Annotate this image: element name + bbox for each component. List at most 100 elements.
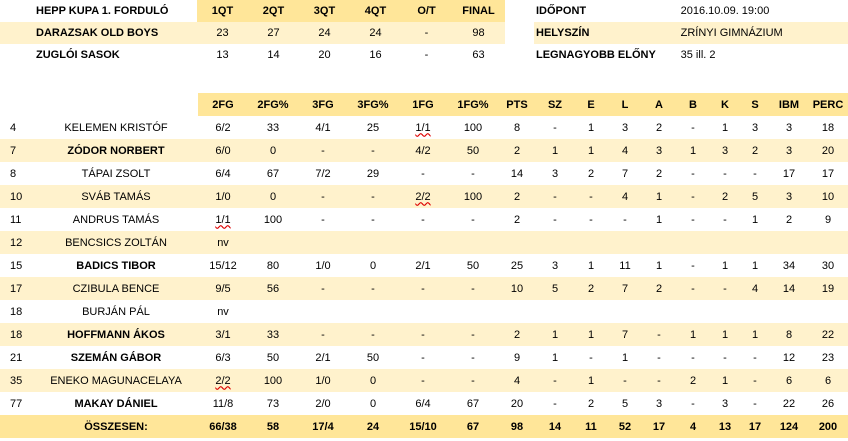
stat-column-header: A: [642, 93, 676, 116]
stat-cell: [536, 300, 574, 323]
stat-value: 7: [621, 282, 629, 295]
stat-cell: -: [536, 392, 574, 415]
stat-value: 4: [621, 190, 629, 203]
stat-value: -: [623, 374, 627, 387]
stat-value: 20: [510, 397, 524, 410]
stat-value: 2: [587, 167, 595, 180]
stat-value: -: [371, 282, 375, 295]
stat-cell: -: [676, 277, 710, 300]
stat-value: -: [691, 213, 695, 226]
stat-cell: 19: [808, 277, 848, 300]
name-header: [34, 93, 198, 116]
stat-cell: [608, 300, 642, 323]
stat-value: -: [691, 190, 695, 203]
stat-cell: 0: [348, 392, 398, 415]
stat-value: 1: [587, 328, 595, 341]
stat-cell: 6/3: [198, 346, 248, 369]
stat-cell: 4: [608, 185, 642, 208]
quarter-header: 2QT: [248, 0, 299, 22]
stat-cell: -: [448, 277, 498, 300]
stat-value: 1: [551, 328, 559, 341]
stat-value: 56: [266, 282, 280, 295]
stat-cell: 1: [740, 323, 770, 346]
total-value: 124: [770, 415, 808, 438]
stat-cell: 56: [248, 277, 298, 300]
stat-cell: 3: [536, 162, 574, 185]
stat-value: 9/5: [215, 282, 231, 295]
stat-cell: 2: [498, 323, 536, 346]
stat-value: -: [589, 351, 593, 364]
stat-column-header: PERC: [808, 93, 848, 116]
stat-value: 5: [751, 190, 759, 203]
stat-value: 1: [751, 213, 759, 226]
stat-cell: [498, 300, 536, 323]
stat-cell: 9: [808, 208, 848, 231]
stat-cell: -: [536, 116, 574, 139]
stat-cell: -: [298, 208, 348, 231]
stat-cell: 20: [498, 392, 536, 415]
stat-value: 0: [369, 397, 377, 410]
stat-cell: 1/1: [198, 208, 248, 231]
stat-value: 67: [266, 167, 280, 180]
stat-cell: -: [448, 162, 498, 185]
total-value: 13: [710, 415, 740, 438]
info-value: 2016.10.09. 19:00: [680, 5, 770, 17]
team-score: 23: [216, 27, 229, 39]
stat-cell: 2/2: [398, 185, 448, 208]
stat-cell: -: [298, 185, 348, 208]
score-header-row: HEPP KUPA 1. FORDULÓ 1QT 2QT 3QT 4QT O/T…: [0, 0, 505, 22]
stat-value: 6/4: [215, 167, 231, 180]
stat-value: -: [623, 213, 627, 226]
stat-value: 25: [366, 121, 380, 134]
player-number: 17: [0, 277, 34, 300]
stat-cell: -: [676, 185, 710, 208]
stat-value: 6/3: [215, 351, 231, 364]
stat-value: 1/1: [215, 213, 231, 226]
stat-cell: -: [608, 208, 642, 231]
stat-cell: 73: [248, 392, 298, 415]
stat-value: 3: [721, 144, 729, 157]
stat-cell: 1: [536, 346, 574, 369]
stat-value: 1: [721, 374, 729, 387]
stat-cell: -: [676, 346, 710, 369]
player-row: 18 BURJÁN PÁL nv: [0, 300, 848, 323]
stat-cell: [608, 231, 642, 254]
stat-cell: 2: [710, 185, 740, 208]
stat-value: 6/0: [215, 144, 231, 157]
stat-cell: -: [298, 139, 348, 162]
stat-value: 2/1: [415, 259, 431, 272]
stat-cell: 50: [448, 139, 498, 162]
stat-value: 1: [551, 351, 559, 364]
player-number: 77: [10, 397, 23, 410]
player-row: 15 BADICS TIBOR 15/12 80 1/0 0 2/1 50 25 3 1 11 1-1 1…: [0, 254, 848, 277]
stat-cell: 1: [710, 369, 740, 392]
stat-value: 3: [655, 144, 663, 157]
player-name: ANDRUS TAMÁS: [72, 213, 160, 226]
stat-cell: -: [348, 139, 398, 162]
player-row: 8 TÁPAI ZSOLT 6/4 67 7/2 29 - - 14 3 2 7 2 - - - 17 17: [0, 162, 848, 185]
stat-cell: 1: [574, 369, 608, 392]
stat-value: nv: [217, 236, 229, 249]
stat-cell: [448, 231, 498, 254]
player-name: BENCSICS ZOLTÁN: [34, 231, 198, 254]
stat-cell: -: [448, 346, 498, 369]
stat-value: 1: [551, 144, 559, 157]
stat-cell: 9/5: [198, 277, 248, 300]
stat-cell: 1: [574, 139, 608, 162]
info-table: IDŐPONT 2016.10.09. 19:00 HELYSZÍN ZRÍNY…: [534, 0, 848, 66]
stat-value: 5: [621, 397, 629, 410]
stat-cell: -: [298, 277, 348, 300]
stat-cell: 1/0: [298, 254, 348, 277]
stat-value: 22: [821, 328, 835, 341]
stat-cell: [740, 300, 770, 323]
stat-cell: 7: [608, 162, 642, 185]
stat-cell: 2: [740, 139, 770, 162]
stat-value: 1/0: [215, 190, 231, 203]
stat-cell: 1: [642, 208, 676, 231]
total-value: 17/4: [298, 415, 348, 438]
total-value: 200: [808, 415, 848, 438]
stat-value: 10: [510, 282, 524, 295]
num-header: [0, 93, 34, 116]
stat-cell: -: [710, 346, 740, 369]
stat-value: 80: [266, 259, 280, 272]
